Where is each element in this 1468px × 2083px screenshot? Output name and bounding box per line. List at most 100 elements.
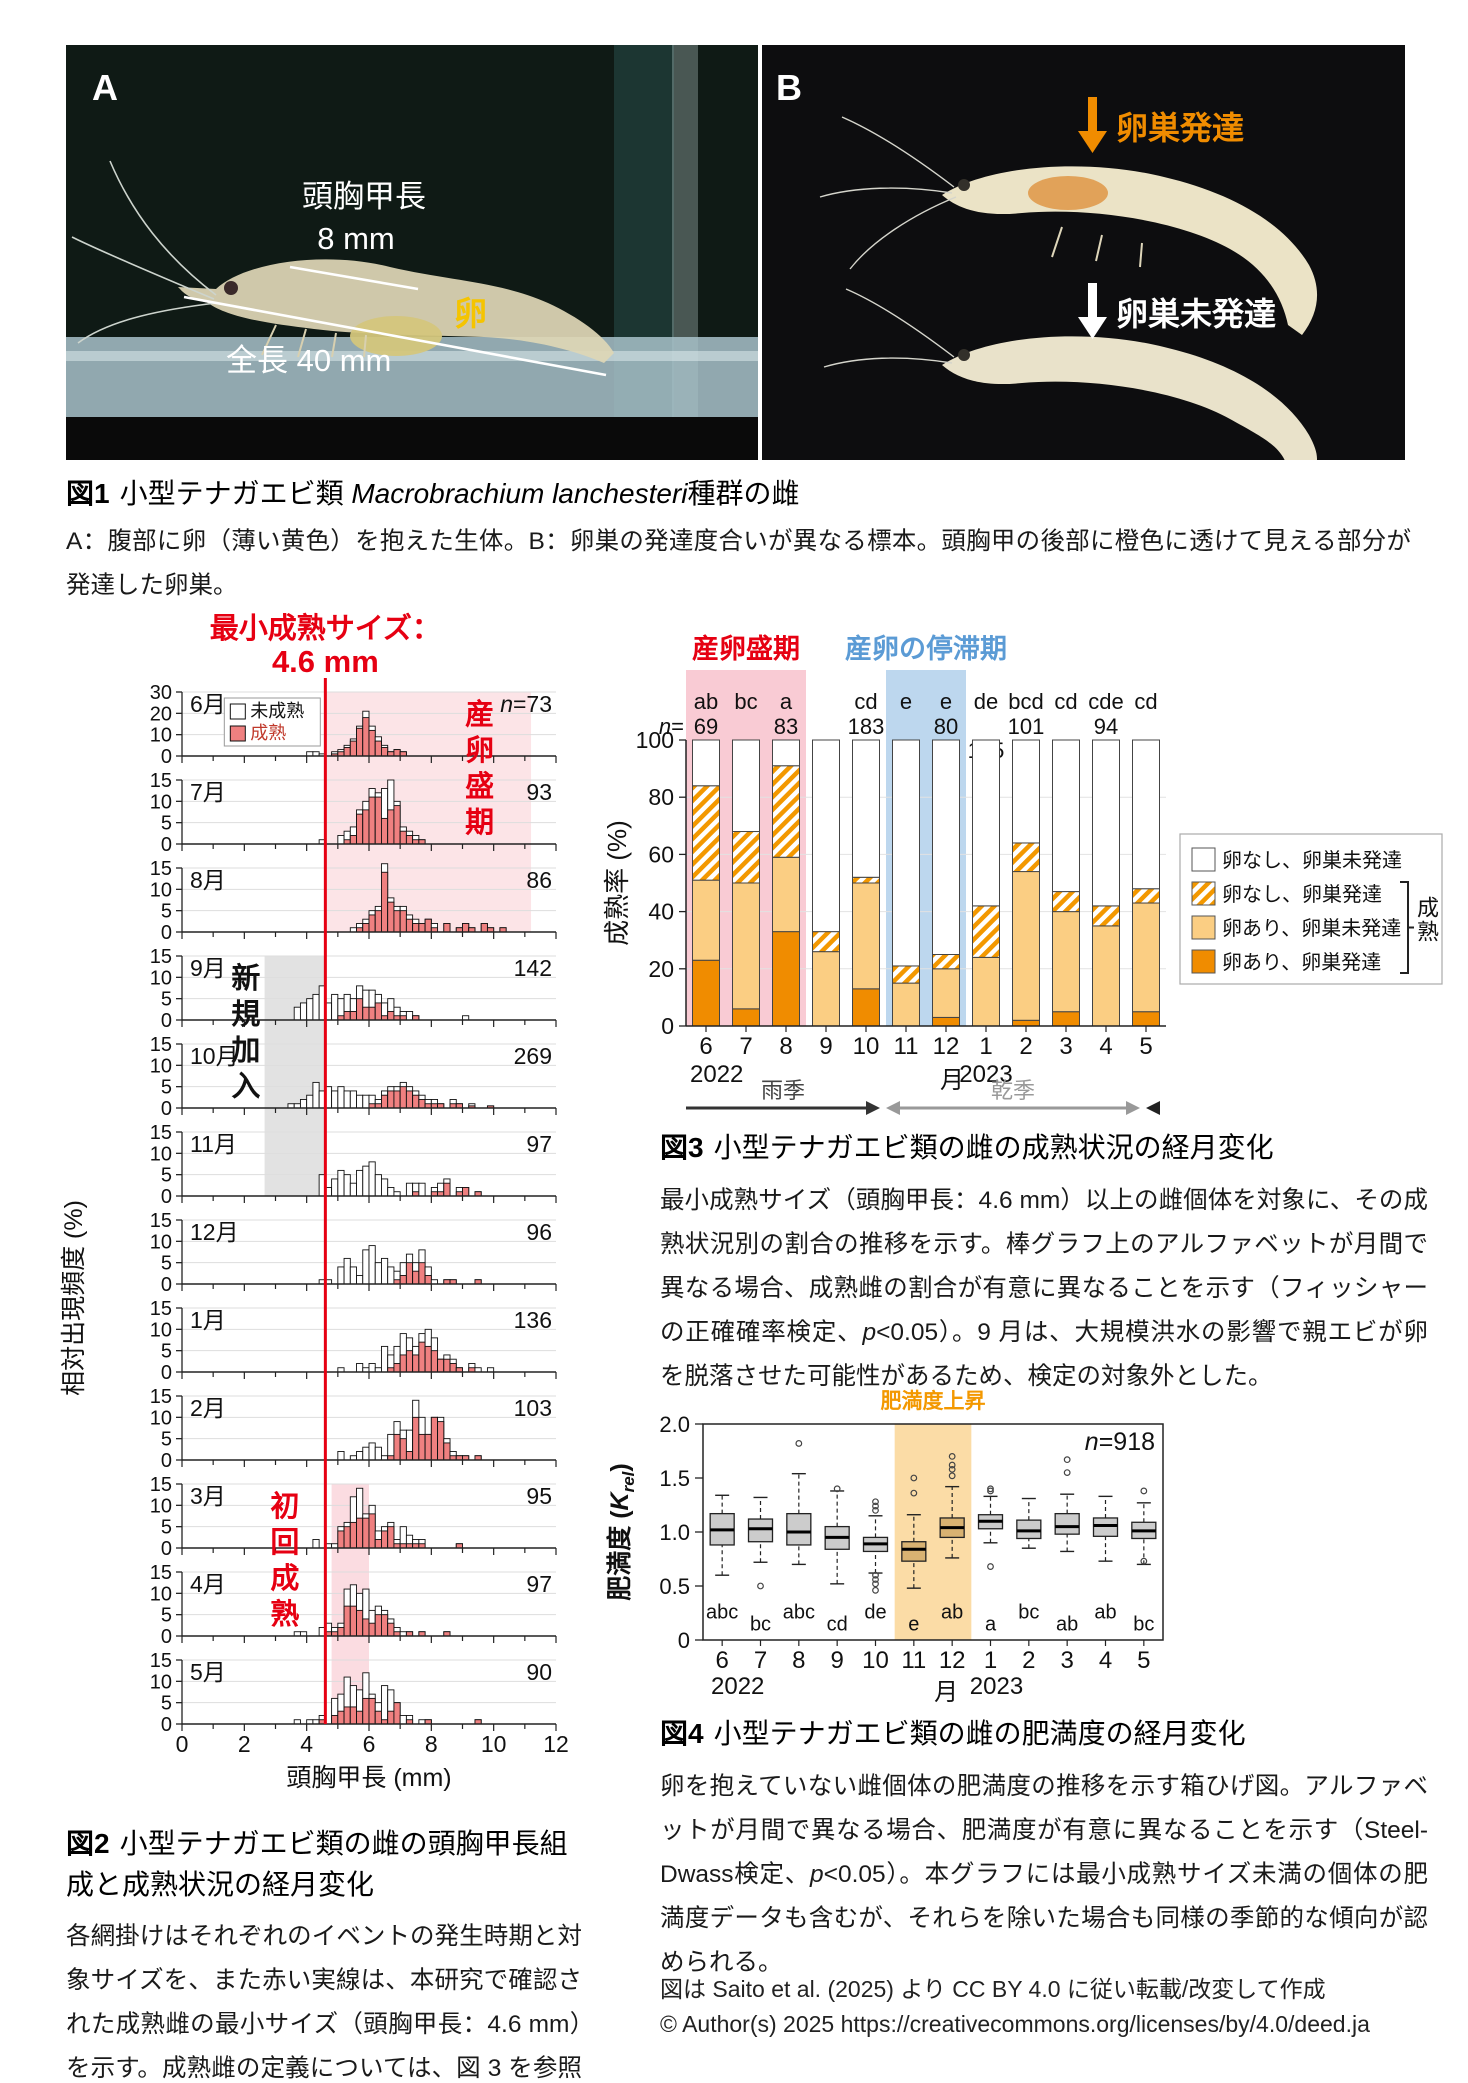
histogram-bar-mature [387, 1011, 395, 1021]
panel-b-tag: B [776, 67, 802, 108]
panel-month-label: 3月 [190, 1483, 226, 1509]
histogram-bar-total [362, 1165, 370, 1197]
month-tick-label: 12 [939, 1647, 966, 1674]
bar-segment [972, 739, 1000, 907]
y-tick-label: 30 [150, 682, 172, 704]
y-tick-label: 15 [150, 1298, 172, 1320]
figure1-caption: 図1 小型テナガエビ類 Macrobrachium lanchesteri種群の雌… [66, 472, 1411, 608]
y-tick-label: 10 [150, 1143, 172, 1165]
x-tick-label: 10 [481, 1731, 507, 1757]
y-tick-label: 0 [161, 746, 172, 768]
stacked-bar-month-10 [852, 739, 880, 1027]
histogram-bar-mature [418, 1099, 426, 1109]
histogram-bar-total [405, 1182, 414, 1197]
significance-letter: ab [941, 1601, 963, 1623]
y-tick-label: 5 [161, 901, 172, 923]
outlier-point [1140, 1557, 1148, 1565]
attribution: 図は Saito et al. (2025) より CC BY 4.0 に従い転… [660, 1972, 1428, 2041]
x-tick-label: 6 [363, 1731, 376, 1757]
histogram-bar-total [349, 1090, 357, 1109]
outlier-point [987, 1485, 994, 1493]
histogram-bar-mature [412, 1416, 420, 1461]
shrimp-photo-b: 卵巣発達 卵巣未発達 B [762, 45, 1405, 460]
histogram-bar-total [331, 1090, 339, 1109]
y-tick-label: 15 [150, 1562, 172, 1584]
shrimp-ovary-undeveloped [823, 288, 1317, 460]
significance-letter: bc [1018, 1601, 1039, 1623]
stacked-bar-month-8 [772, 739, 800, 1027]
histogram-bar-total [299, 1099, 308, 1109]
histogram-bar-mature [337, 1627, 345, 1637]
ovary-developed-label: 卵巣発達 [1116, 110, 1244, 146]
panel-month-label: 10月 [190, 1043, 239, 1069]
month-tick-label: 6 [699, 1033, 712, 1060]
histogram-bar-mature [462, 1187, 470, 1197]
significance-letter: e [940, 689, 952, 714]
boxplot-month-8 [786, 1440, 812, 1566]
significance-letter: a [985, 1613, 997, 1635]
histogram-bar-total [368, 1442, 376, 1461]
bar-segment [972, 905, 1000, 958]
significance-letter: e [900, 689, 912, 714]
band-label-char: 卵 [465, 734, 494, 767]
stat-p-symbol: p [862, 1318, 877, 1346]
y-tick-label: 2.0 [659, 1412, 690, 1437]
outlier-point [872, 1498, 879, 1506]
histogram-bar-mature [430, 1416, 439, 1461]
histogram-bar-total [368, 1245, 376, 1285]
boxplot-month-10 [862, 1498, 889, 1594]
significance-letter: bcd [1008, 689, 1043, 714]
sample-size: 69 [694, 714, 718, 739]
outlier-point [987, 1563, 994, 1570]
bar-segment [852, 739, 880, 878]
histogram-bar-total [312, 1539, 320, 1549]
histogram-bar-mature [393, 749, 401, 757]
legend-swatch [1191, 881, 1216, 906]
figure3-caption: 図3 小型テナガエビ類の雌の成熟状況の経月変化 最小成熟サイズ（頭胸甲長：4.6 … [660, 1128, 1428, 1399]
histogram-bar-mature [424, 918, 432, 933]
y-tick-label: 0 [161, 1186, 172, 1208]
panel-month-label: 2月 [190, 1395, 226, 1421]
histogram-bar-mature [356, 1517, 364, 1549]
histogram-bar-mature [374, 910, 382, 933]
bar-segment [1012, 842, 1040, 873]
histogram-bar-mature [356, 1609, 364, 1637]
x-tick-label: 8 [425, 1731, 438, 1757]
histogram-bar-total [418, 1182, 426, 1197]
histogram-bar-mature [393, 1363, 401, 1373]
histogram-bar-total [405, 1011, 414, 1021]
outlier-point [948, 1465, 956, 1473]
bar-segment [692, 879, 720, 961]
outlier-point [795, 1440, 803, 1447]
panel-n-label: 136 [514, 1307, 552, 1333]
outlier-point [910, 1489, 918, 1497]
shrimp-ovary-developed [819, 116, 1318, 335]
histogram-bar-mature [343, 1011, 351, 1021]
histogram-bar-mature [399, 910, 407, 933]
bar-segment [772, 765, 800, 858]
histogram-bar-total [362, 1249, 370, 1285]
histogram-bar-mature [387, 901, 395, 933]
histogram-bar-mature [356, 813, 364, 845]
bar-segment [1052, 739, 1080, 893]
stacked-bar-month-4 [1092, 739, 1120, 1027]
box [1054, 1512, 1080, 1535]
panel-n-label: 90 [526, 1659, 552, 1685]
histogram-bar-mature [337, 1530, 345, 1549]
bar-segment [932, 954, 960, 970]
histogram-bar-mature [405, 1451, 414, 1461]
panel-n-label: 97 [526, 1571, 552, 1597]
y-tick-label: 5 [161, 1077, 172, 1099]
histogram-bar-mature [349, 740, 357, 757]
histogram-bar-mature [437, 1358, 445, 1373]
figure4-body-2: <0.05）。本グラフには最小成熟サイズ未満の個体の肥満度データも含むが、それら… [660, 1860, 1428, 1976]
figure1-caption-body: A：腹部に卵（薄い黄色）を抱えた生体。B：卵巣の発達度合いが異なる標本。頭胸甲の… [66, 528, 1411, 600]
box [1016, 1519, 1042, 1540]
bar-segment [1092, 905, 1120, 927]
histogram-bar-mature [418, 923, 426, 933]
bar-segment [972, 956, 1000, 1027]
panel-month-label: 12月 [190, 1219, 239, 1245]
histogram-bar-mature [399, 1275, 407, 1285]
figure4-caption: 図4 小型テナガエビ類の雌の肥満度の経月変化 卵を抱えていない雌個体の肥満度の推移… [660, 1714, 1428, 1985]
